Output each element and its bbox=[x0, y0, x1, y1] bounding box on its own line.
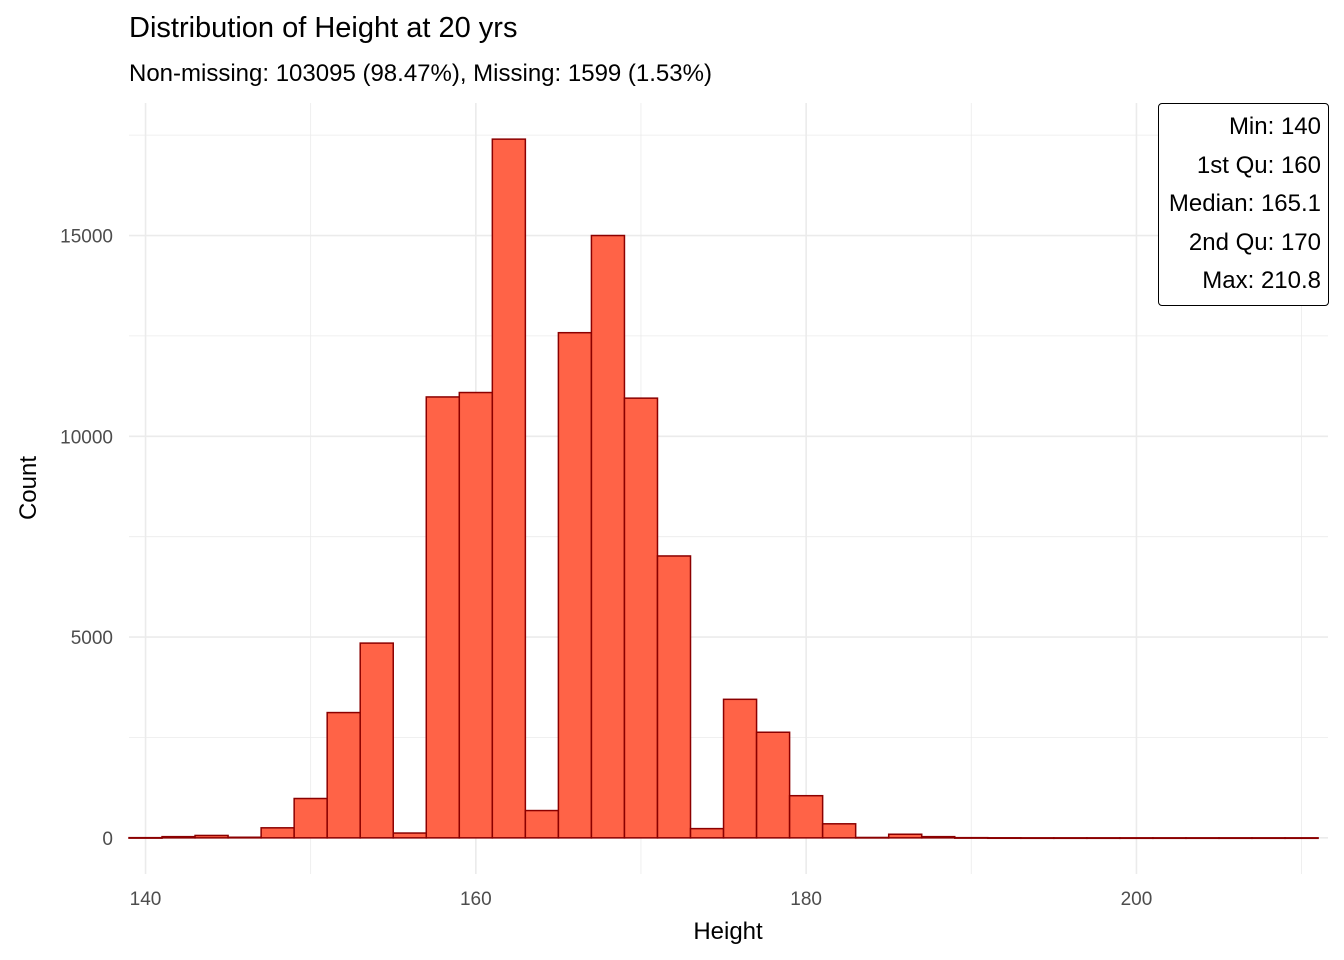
histogram-bar bbox=[359, 642, 394, 839]
histogram-bar bbox=[392, 832, 428, 839]
histogram-bar bbox=[887, 833, 923, 839]
histogram-bar bbox=[293, 797, 328, 839]
stat-min: Min: 140 bbox=[1228, 113, 1321, 140]
histogram-bar bbox=[260, 827, 295, 839]
histogram-bar bbox=[1284, 837, 1319, 840]
histogram-bar bbox=[227, 836, 262, 839]
x-tick-label: 180 bbox=[790, 889, 822, 910]
y-tick-label: 10000 bbox=[60, 427, 113, 448]
histogram-bar bbox=[557, 331, 593, 839]
histogram-bar bbox=[590, 234, 626, 839]
histogram-bar bbox=[458, 391, 494, 839]
histogram-bar bbox=[623, 397, 659, 839]
histogram-bar bbox=[161, 835, 196, 839]
chart-title: Distribution of Height at 20 yrs bbox=[129, 12, 518, 44]
histogram-bar bbox=[722, 698, 758, 839]
x-tick-label: 160 bbox=[460, 889, 492, 910]
histogram-bar bbox=[524, 809, 560, 839]
histogram-bar bbox=[491, 138, 527, 839]
histogram-bar bbox=[854, 836, 890, 839]
y-tick-label: 15000 bbox=[60, 227, 113, 248]
histogram-bar bbox=[1119, 837, 1154, 840]
histogram-bar bbox=[1086, 837, 1121, 840]
histogram-bar bbox=[425, 396, 461, 839]
summary-stats-box: Min: 140 1st Qu: 160 Median: 165.1 2nd Q… bbox=[1157, 103, 1329, 306]
histogram-bar bbox=[1020, 837, 1055, 840]
axis-ticks: 140 160 180 200 0 5000 10000 15000 bbox=[60, 227, 1152, 910]
histogram-bar bbox=[1053, 837, 1088, 840]
histogram-bars bbox=[128, 138, 1319, 840]
x-tick-label: 200 bbox=[1121, 889, 1153, 910]
y-axis-title: Count bbox=[15, 456, 42, 520]
histogram-bar bbox=[656, 555, 692, 839]
histogram-bar bbox=[920, 835, 956, 839]
histogram-bar bbox=[1218, 837, 1253, 840]
histogram-bar bbox=[128, 836, 163, 839]
histogram-bar bbox=[755, 731, 791, 839]
histogram-bar bbox=[1185, 837, 1220, 840]
x-axis-title: Height bbox=[693, 918, 763, 945]
stat-max: Max: 210.8 bbox=[1202, 267, 1321, 294]
histogram-bar bbox=[194, 834, 229, 839]
chart-subtitle: Non-missing: 103095 (98.47%), Missing: 1… bbox=[129, 60, 712, 87]
histogram-bar bbox=[987, 837, 1022, 840]
histogram-bar bbox=[1251, 837, 1286, 840]
stat-median: Median: 165.1 bbox=[1168, 190, 1321, 217]
stat-first-quartile: 1st Qu: 160 bbox=[1196, 151, 1321, 179]
histogram-bar bbox=[788, 794, 824, 839]
x-tick-label: 140 bbox=[130, 889, 162, 910]
histogram-bar bbox=[821, 823, 857, 839]
histogram-bar bbox=[954, 836, 989, 839]
stat-second-quartile: 2nd Qu: 170 bbox=[1188, 228, 1321, 256]
y-tick-label: 0 bbox=[102, 829, 113, 850]
y-tick-label: 5000 bbox=[71, 628, 113, 649]
histogram-bar bbox=[326, 711, 361, 839]
histogram-bar bbox=[689, 827, 725, 839]
histogram-bar bbox=[1152, 837, 1187, 840]
